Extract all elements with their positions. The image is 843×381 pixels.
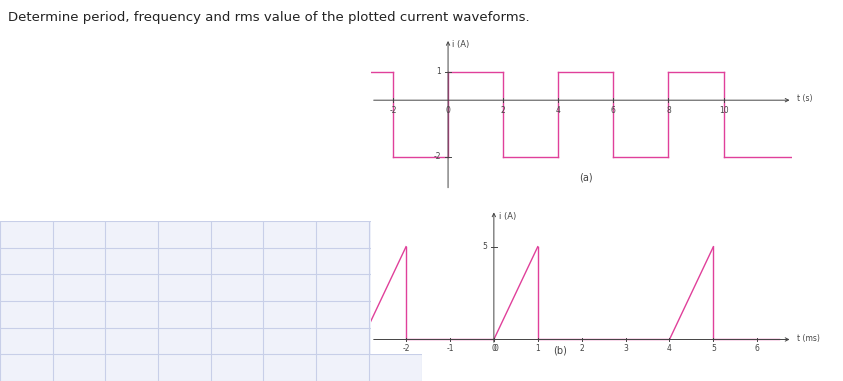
Text: 5: 5 — [711, 344, 716, 353]
Text: 10: 10 — [719, 106, 728, 115]
Text: 8: 8 — [666, 106, 671, 115]
Text: 1: 1 — [437, 67, 441, 77]
Text: t (ms): t (ms) — [797, 334, 819, 343]
Text: 6: 6 — [611, 106, 615, 115]
Text: 5: 5 — [482, 242, 487, 251]
Text: i (A): i (A) — [499, 212, 517, 221]
Text: 6: 6 — [754, 344, 760, 353]
Text: -1: -1 — [446, 344, 454, 353]
Text: 2: 2 — [579, 344, 584, 353]
Text: 3: 3 — [623, 344, 628, 353]
Text: -2: -2 — [433, 152, 441, 161]
Text: -2: -2 — [389, 106, 397, 115]
Text: 0: 0 — [494, 344, 499, 353]
Text: 1: 1 — [535, 344, 540, 353]
Text: 2: 2 — [501, 106, 506, 115]
Text: 0: 0 — [446, 106, 450, 115]
Text: 4: 4 — [556, 106, 561, 115]
Text: -2: -2 — [402, 344, 410, 353]
Text: (a): (a) — [579, 173, 593, 182]
Text: i (A): i (A) — [452, 40, 470, 48]
Text: 4: 4 — [667, 344, 672, 353]
Text: (b): (b) — [553, 346, 566, 355]
Text: Determine period, frequency and rms value of the plotted current waveforms.: Determine period, frequency and rms valu… — [8, 11, 530, 24]
Text: t (s): t (s) — [797, 94, 812, 103]
Text: 0: 0 — [491, 344, 497, 353]
